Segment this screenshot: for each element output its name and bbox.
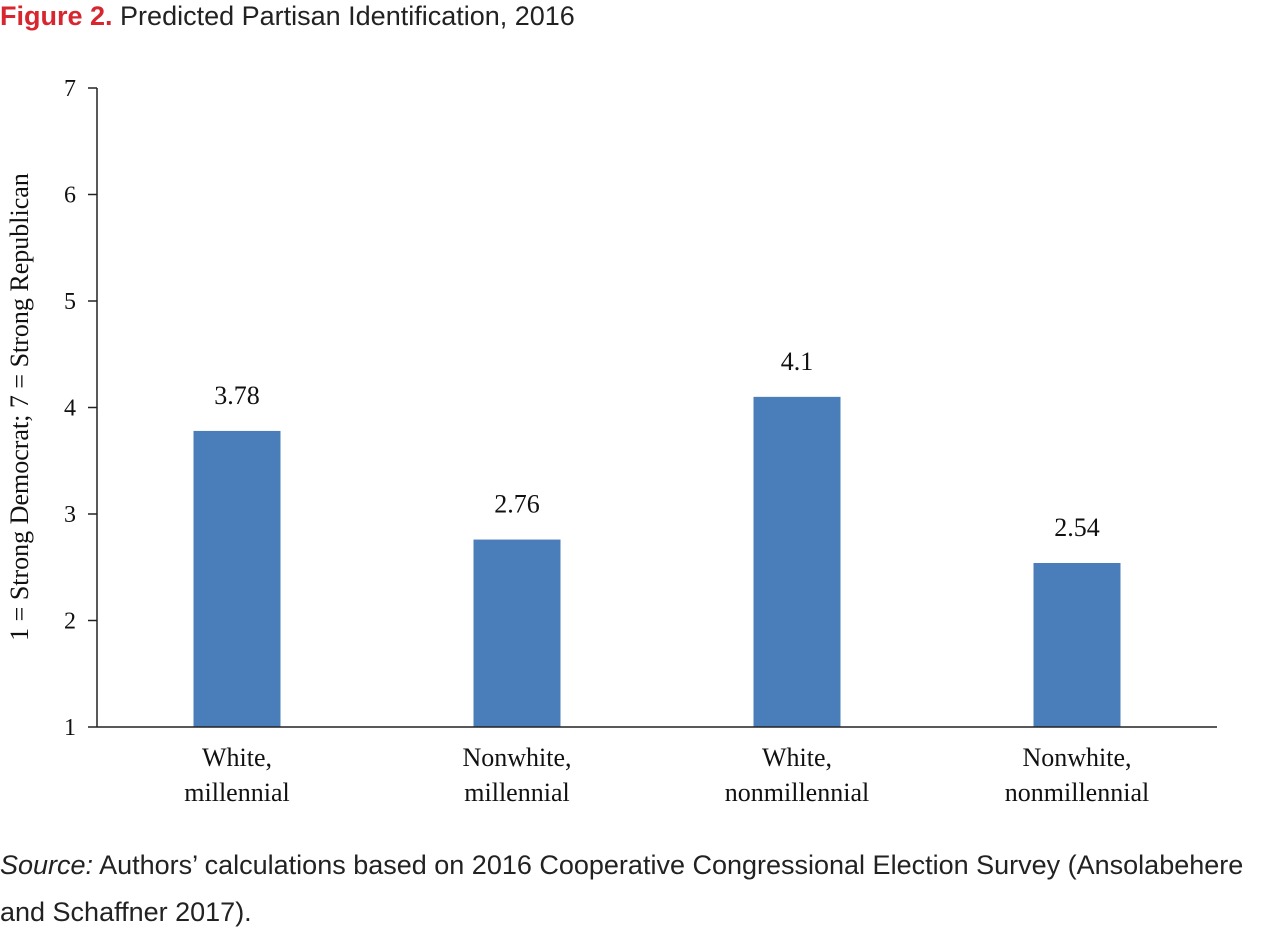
y-tick-label: 3 — [64, 502, 76, 528]
bar — [753, 396, 841, 727]
y-tick-label: 2 — [64, 609, 76, 635]
x-axis: White, millennial Nonwhite, millennial White… — [97, 726, 1217, 807]
figure-title: Figure 2. Predicted Partisan Identificat… — [0, 0, 575, 32]
y-tick-label: 6 — [64, 183, 76, 209]
y-axis: 1 2 3 4 5 6 7 — [64, 76, 98, 741]
y-tick-label: 7 — [64, 76, 76, 102]
y-axis-label: 1 = Strong Democrat; 7 = Strong Republic… — [5, 173, 34, 641]
bars: 3.78 2.76 4.1 2.54 — [193, 347, 1121, 727]
y-tick-label: 4 — [64, 396, 76, 422]
y-tick-label: 5 — [64, 289, 76, 315]
bar — [193, 430, 281, 727]
bar-value-label: 2.54 — [1054, 513, 1100, 542]
figure-label: Figure 2. — [0, 1, 113, 31]
bar-value-label: 2.76 — [494, 490, 540, 519]
bar — [1033, 562, 1121, 727]
x-tick-label: White, millennial — [184, 743, 289, 807]
figure-title-text: Predicted Partisan Identification, 2016 — [120, 1, 575, 31]
x-tick-label: White, nonmillennial — [725, 743, 869, 807]
bar-chart: 1 2 3 4 5 6 7 3.78 2.76 4.1 2.54 White, millennial… — [5, 76, 1217, 807]
source-note: Source: Authors’ calculations based on 2… — [0, 842, 1280, 936]
bar-value-label: 3.78 — [214, 381, 260, 410]
y-tick-label: 1 — [64, 715, 76, 741]
source-text: Authors’ calculations based on 2016 Coop… — [0, 850, 1244, 927]
x-tick-label: Nonwhite, nonmillennial — [1005, 743, 1149, 807]
x-tick-label: Nonwhite, millennial — [462, 743, 571, 807]
bar — [473, 539, 561, 727]
bar-value-label: 4.1 — [781, 347, 814, 376]
source-label: Source: — [0, 850, 94, 880]
